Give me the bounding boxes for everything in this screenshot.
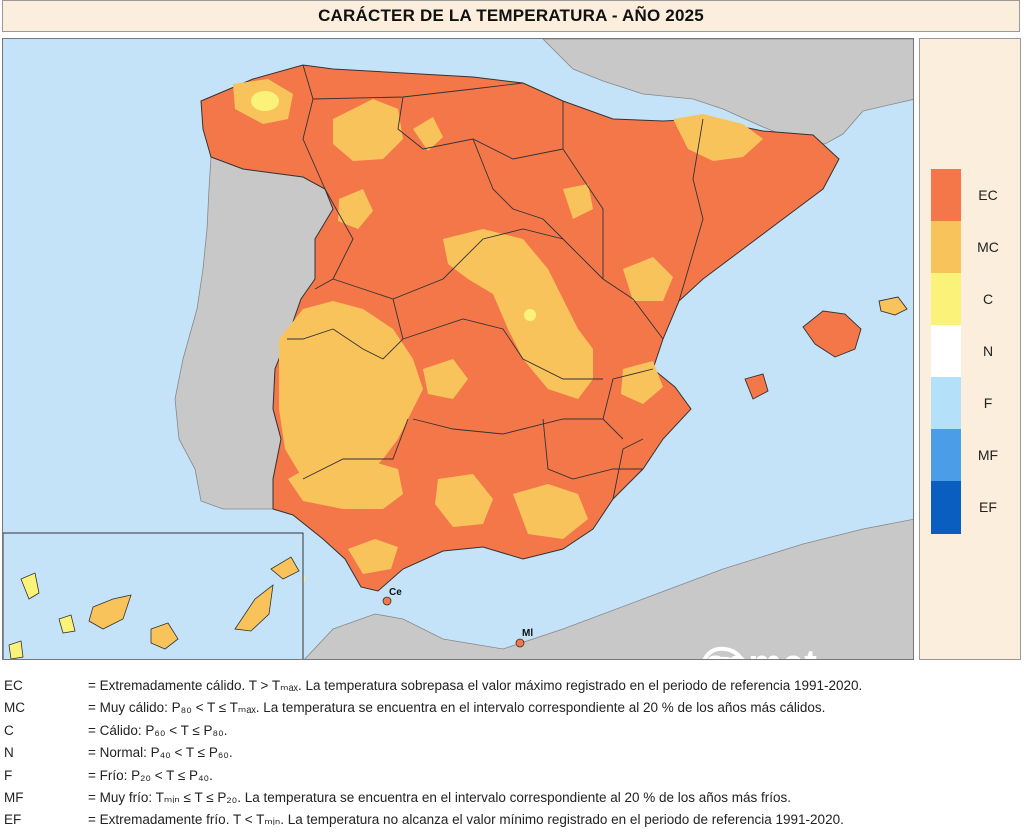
ceuta-label: Ce [389, 587, 402, 598]
footnote-row: EC = Extremadamente cálido. T > Tₘₐₓ. La … [4, 678, 1020, 700]
aemet-logo-text: aemet [705, 643, 817, 659]
footnotes: EC = Extremadamente cálido. T > Tₘₐₓ. La … [4, 678, 1020, 835]
legend-swatch-ec [931, 169, 961, 222]
footnote-row: EF = Extremadamente frío. T < Tₘᵢₙ. La te… [4, 812, 1020, 834]
footnote-row: MC = Muy cálido: P₈₀ < T ≤ Tₘₐₓ. La tempe… [4, 700, 1020, 722]
africa-land [304, 518, 913, 659]
legend-swatch-mf [931, 429, 961, 482]
legend-swatch-mc [931, 221, 961, 274]
legend-label-f: F [983, 395, 993, 411]
temperature-map [3, 39, 913, 659]
title-bar: CARÁCTER DE LA TEMPERATURA - AÑO 2025 [2, 0, 1020, 32]
footnote-code: N [4, 745, 14, 761]
legend-label-n: N [982, 343, 994, 359]
footnote-text: = Cálido: P₆₀ < T ≤ P₈₀. [88, 722, 228, 738]
footnote-row: N = Normal: P₄₀ < T ≤ P₆₀. [4, 745, 1020, 767]
legend-swatch-n [931, 325, 961, 378]
legend-label-c: C [982, 291, 994, 307]
legend-swatch-c [931, 273, 961, 326]
aemet-logo: aemet [699, 643, 817, 659]
map-title: CARÁCTER DE LA TEMPERATURA - AÑO 2025 [318, 6, 704, 25]
mc-zones [233, 79, 763, 574]
legend-label-mf: MF [977, 447, 999, 463]
balearic-islands [744, 296, 908, 400]
footnote-text: = Extremadamente frío. T < Tₘᵢₙ. La temp… [88, 812, 844, 828]
melilla-label: Ml [522, 628, 534, 639]
legend-panel: EC MC C N F MF EF [919, 38, 1021, 660]
melilla-marker [515, 638, 525, 648]
ceuta-marker [382, 596, 392, 606]
footnote-text: = Normal: P₄₀ < T ≤ P₆₀. [88, 745, 233, 761]
footnote-row: C = Cálido: P₆₀ < T ≤ P₈₀. [4, 723, 1020, 745]
footnote-text: = Muy cálido: P₈₀ < T ≤ Tₘₐₓ. La tempera… [88, 700, 826, 716]
footnote-code: MC [4, 700, 25, 716]
footnote-row: MF = Muy frío: Tₘᵢₙ ≤ T ≤ P₂₀. La tempera… [4, 790, 1020, 812]
legend-label-mc: MC [977, 239, 999, 255]
legend-label-ef: EF [979, 499, 997, 515]
legend-swatch-ef [931, 481, 961, 534]
footnote-code: F [4, 767, 13, 783]
legend-swatch-f [931, 377, 961, 430]
map-panel: Ce Ml aemet [2, 38, 914, 660]
footnote-code: C [4, 722, 14, 738]
aemet-swirl-icon [702, 646, 744, 659]
footnote-text: = Muy frío: Tₘᵢₙ ≤ T ≤ P₂₀. La temperatu… [88, 789, 792, 805]
footnote-text: = Extremadamente cálido. T > Tₘₐₓ. La te… [88, 678, 863, 693]
footnote-text: = Frío: P₂₀ < T ≤ P₄₀. [88, 767, 213, 783]
footnote-row: F = Frío: P₂₀ < T ≤ P₄₀. [4, 768, 1020, 790]
footnote-code: MF [4, 789, 24, 805]
footnote-code: EF [4, 812, 22, 828]
region-borders [287, 64, 704, 500]
legend-label-ec: EC [978, 187, 998, 203]
canary-inset [3, 532, 304, 659]
footnote-code: EC [4, 678, 23, 693]
